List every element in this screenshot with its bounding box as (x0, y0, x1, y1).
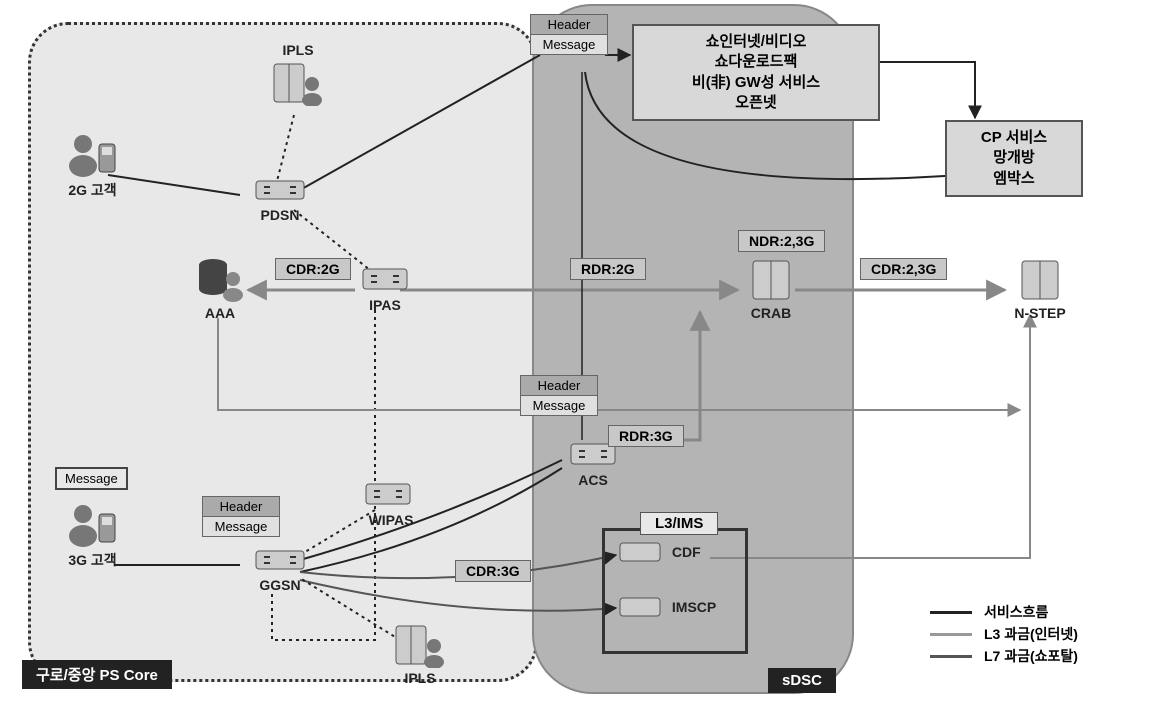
header-label: Header (202, 496, 280, 517)
legend-l7: L7 과금(쇼포탈) (984, 646, 1078, 666)
cp-l1: CP 서비스 (959, 128, 1069, 148)
label-ipls-top: IPLS (258, 42, 338, 58)
cp-l2: 망개방 (959, 148, 1069, 168)
node-pdsn: PDSN (240, 175, 320, 223)
label-pdsn: PDSN (240, 207, 320, 223)
node-ipas: IPAS (350, 265, 420, 313)
label-wipas: WIPAS (369, 512, 414, 528)
node-wipas: WIPAS (348, 480, 428, 538)
switch-icon (618, 540, 662, 566)
label-nstep: N-STEP (1000, 305, 1080, 321)
label-3g-customer: 3G 고객 (50, 550, 135, 570)
message-label: Message (520, 396, 598, 416)
services-l1: 쇼인터넷/비디오 (646, 32, 866, 52)
cp-box: CP 서비스 망개방 엠박스 (945, 120, 1083, 197)
zone-sdsc: sDSC (768, 668, 836, 693)
switch-icon (361, 265, 409, 295)
services-box: 쇼인터넷/비디오 쇼다운로드팩 비(非) GW성 서비스 오픈넷 (632, 24, 880, 121)
node-3g-customer: 3G 고객 (50, 500, 135, 570)
label-ggsn: GGSN (240, 577, 320, 593)
label-acs: ACS (558, 472, 628, 488)
switch-icon (252, 175, 308, 205)
chip-rdr2g: RDR:2G (570, 258, 646, 280)
server-user-icon (270, 58, 326, 106)
legend: 서비스흐름 L3 과금(인터넷) L7 과금(쇼포탈) (930, 600, 1078, 668)
hdrmsg-mid: Header Message (520, 375, 598, 416)
zone-pscore: 구로/중앙 PS Core (22, 660, 172, 689)
services-l3: 비(非) GW성 서비스 (646, 73, 866, 93)
ims-title: L3/IMS (640, 512, 718, 535)
chip-cdr3g: CDR:3G (455, 560, 531, 582)
user-phone-icon (65, 500, 121, 548)
legend-l3: L3 과금(인터넷) (984, 624, 1078, 644)
switch-icon (364, 480, 412, 510)
hdrmsg-ggsn: Header Message (202, 496, 280, 537)
node-2g-customer: 2G 고객 (50, 130, 135, 200)
switch-icon (252, 545, 308, 575)
node-imscp: IMSCP (618, 595, 738, 621)
label-ipas: IPAS (350, 297, 420, 313)
message-label: Message (202, 517, 280, 537)
header-label: Header (530, 14, 608, 35)
node-crab: CRAB (736, 255, 806, 321)
msg-3g: Message (55, 467, 128, 490)
node-ggsn: GGSN (240, 545, 320, 593)
label-aaa: AAA (185, 305, 255, 321)
chip-rdr3g: RDR:3G (608, 425, 684, 447)
chip-ndr23g: NDR:2,3G (738, 230, 825, 252)
db-user-icon (195, 255, 245, 303)
header-label: Header (520, 375, 598, 396)
node-acs: ACS (558, 440, 628, 488)
label-ipls-bottom: IPLS (380, 670, 460, 686)
user-phone-icon (65, 130, 121, 178)
node-ipls-top: IPLS (258, 40, 338, 106)
legend-service: 서비스흐름 (984, 602, 1048, 622)
node-nstep: N-STEP (1000, 255, 1080, 321)
node-ipls-bottom: IPLS (380, 620, 460, 686)
label-cdf: CDF (672, 544, 701, 560)
chip-cdr2g: CDR:2G (275, 258, 351, 280)
server-icon (747, 255, 795, 303)
server-user-icon (392, 620, 448, 668)
node-aaa: AAA (185, 255, 255, 321)
label-crab: CRAB (736, 305, 806, 321)
node-cdf: CDF (618, 540, 718, 566)
services-l2: 쇼다운로드팩 (646, 52, 866, 72)
cp-l3: 엠박스 (959, 169, 1069, 189)
server-icon (1016, 255, 1064, 303)
switch-icon (618, 595, 662, 621)
chip-cdr23g: CDR:2,3G (860, 258, 947, 280)
message-label: Message (530, 35, 608, 55)
services-l4: 오픈넷 (646, 93, 866, 113)
label-imscp: IMSCP (672, 599, 716, 615)
hdrmsg-top: Header Message (530, 14, 608, 55)
label-2g-customer: 2G 고객 (50, 180, 135, 200)
